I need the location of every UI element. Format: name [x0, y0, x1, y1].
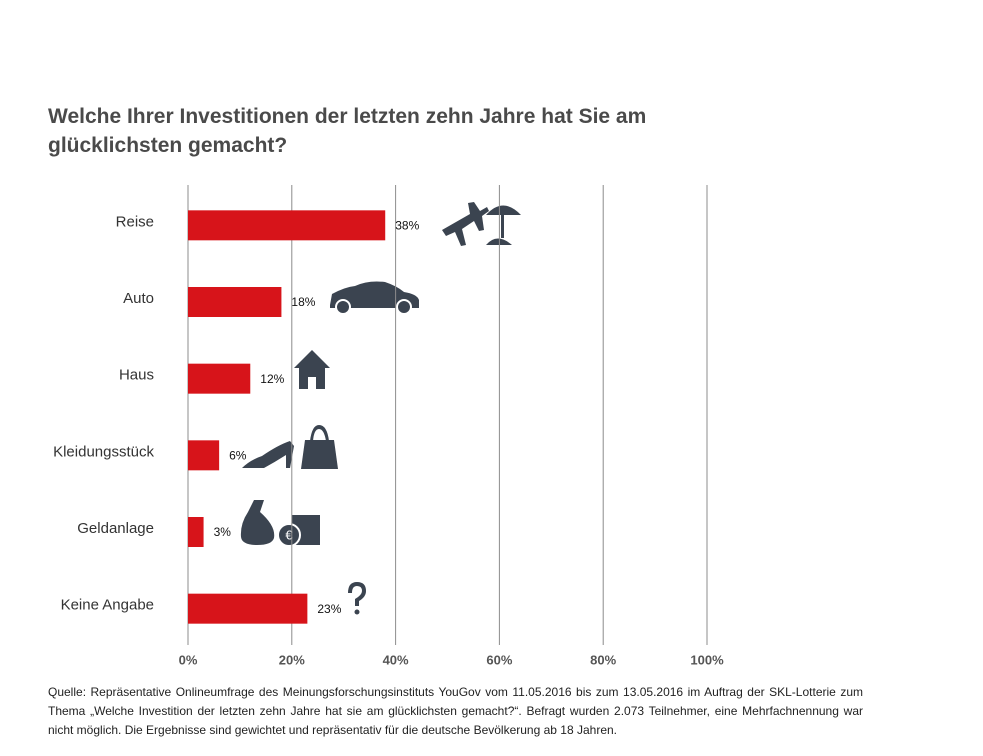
bar: [188, 363, 251, 394]
icons: €: [240, 202, 521, 615]
x-tick-label: 60%: [486, 652, 512, 667]
chart-title: Welche Ihrer Investitionen der letzten z…: [48, 105, 647, 157]
x-tick-label: 100%: [690, 652, 724, 667]
value-label: 6%: [229, 449, 247, 463]
y-tick-label: Keine Angabe: [61, 597, 154, 614]
value-label: 38%: [395, 219, 419, 233]
y-tick-label: Haus: [119, 367, 154, 384]
value-label: 23%: [317, 602, 341, 616]
footnote: Quelle: Repräsentative Onlineumfrage des…: [48, 685, 863, 737]
y-tick-label: Auto: [123, 290, 154, 307]
bar: [188, 593, 308, 624]
bar: [188, 210, 386, 241]
x-tick-label: 80%: [590, 652, 616, 667]
y-tick-label: Reise: [116, 213, 154, 230]
x-tick-label: 0%: [179, 652, 198, 667]
y-tick-label: Geldanlage: [77, 520, 154, 537]
value-label: 12%: [260, 372, 284, 386]
x-tick-label: 20%: [279, 652, 305, 667]
bar: [188, 287, 282, 317]
bar: [188, 517, 204, 547]
value-label: 3%: [214, 525, 232, 539]
bar: [188, 440, 220, 471]
svg-text:€: €: [285, 527, 293, 542]
value-label: 18%: [291, 295, 315, 309]
x-tick-label: 40%: [383, 652, 409, 667]
chart: € 0% 20% 40% 60% 80% 100% Reise 38% Auto 18% Haus 1…: [53, 185, 724, 667]
y-tick-label: Kleidungsstück: [53, 443, 154, 460]
